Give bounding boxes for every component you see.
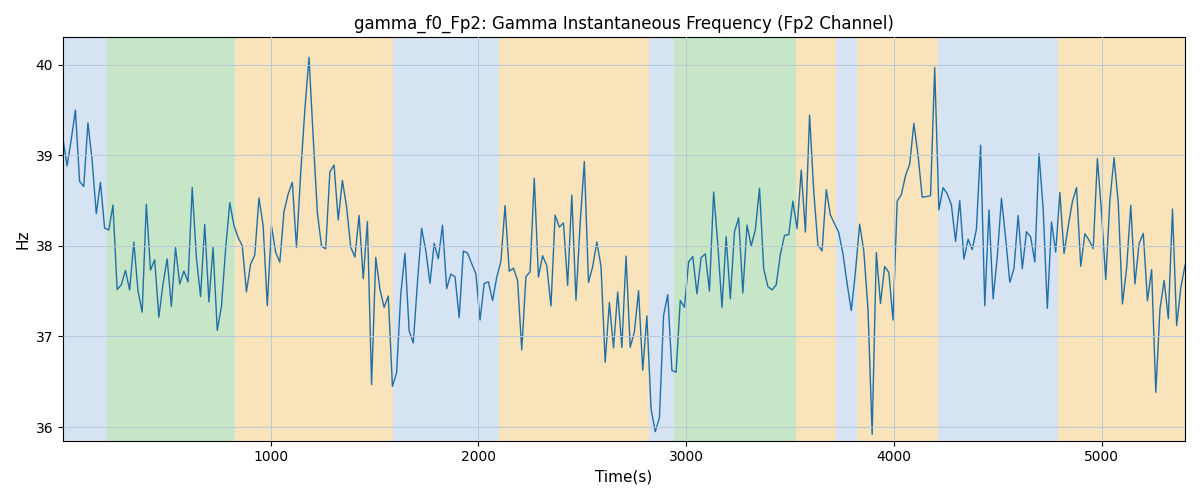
- Bar: [235, 38, 394, 440]
- Bar: [797, 38, 836, 440]
- Bar: [1058, 38, 1075, 440]
- Bar: [394, 38, 412, 440]
- Bar: [937, 38, 1058, 440]
- Title: gamma_f0_Fp2: Gamma Instantaneous Frequency (Fp2 Channel): gamma_f0_Fp2: Gamma Instantaneous Freque…: [354, 15, 894, 34]
- Bar: [499, 38, 649, 440]
- Bar: [1075, 38, 1186, 440]
- Bar: [649, 38, 674, 440]
- X-axis label: Time(s): Time(s): [595, 470, 653, 485]
- Bar: [836, 38, 857, 440]
- Y-axis label: Hz: Hz: [16, 230, 30, 249]
- Bar: [857, 38, 937, 440]
- Bar: [62, 38, 107, 440]
- Bar: [674, 38, 797, 440]
- Bar: [412, 38, 499, 440]
- Bar: [107, 38, 235, 440]
